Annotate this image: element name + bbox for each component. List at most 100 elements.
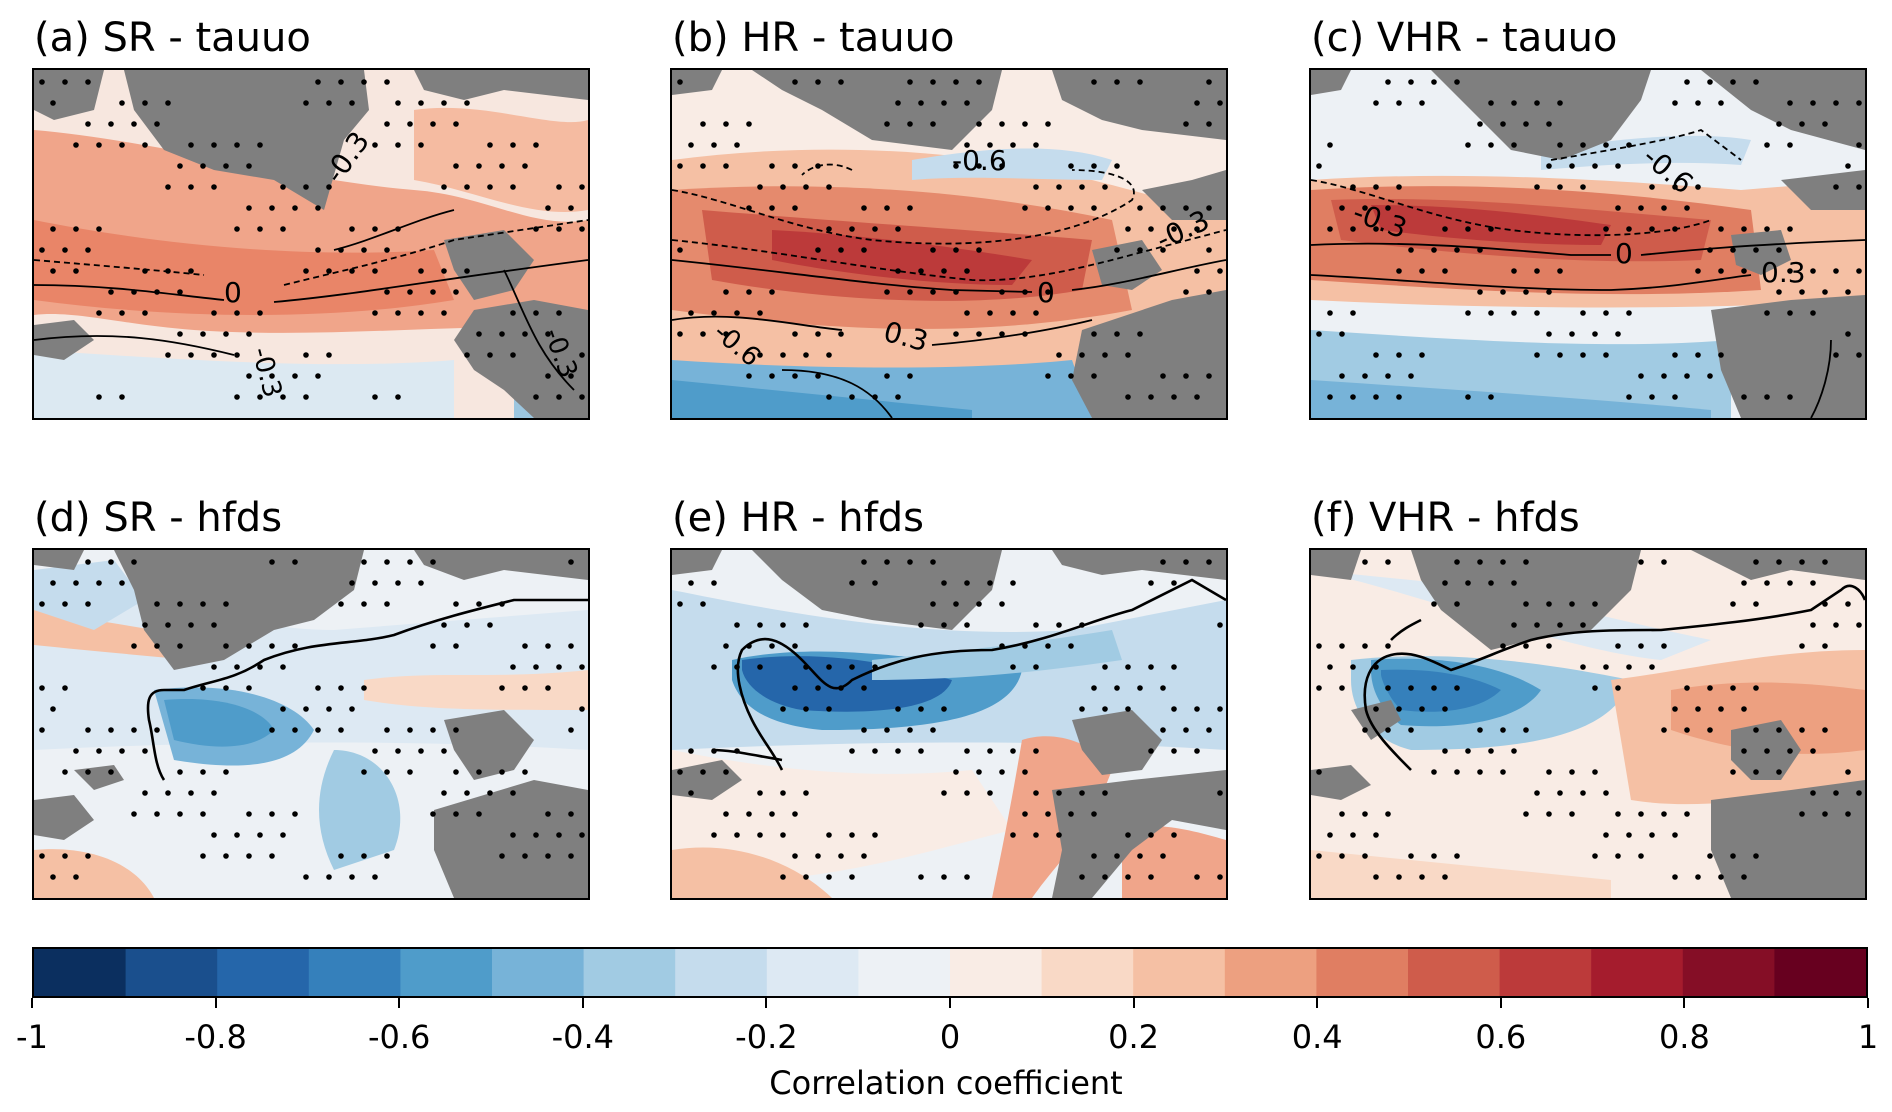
significance-dot: [1615, 853, 1621, 859]
significance-dot: [384, 727, 390, 733]
significance-dot: [1500, 559, 1506, 565]
significance-dot: [246, 373, 252, 379]
significance-dot: [522, 685, 528, 691]
significance-dot: [234, 394, 240, 400]
significance-dot: [792, 205, 798, 211]
significance-dot: [165, 100, 171, 106]
significance-dot: [1603, 664, 1609, 670]
significance-dot: [884, 727, 890, 733]
colorbar-tick-mark: [581, 998, 584, 1008]
significance-dot: [556, 832, 562, 838]
significance-dot: [1350, 394, 1356, 400]
significance-dot: [1810, 310, 1816, 316]
significance-dot: [257, 226, 263, 232]
colorbar-tick-mark: [1499, 998, 1502, 1008]
significance-dot: [211, 790, 217, 796]
significance-dot: [510, 664, 516, 670]
significance-dot: [1822, 121, 1828, 127]
significance-dot: [1010, 142, 1016, 148]
significance-dot: [1799, 289, 1805, 295]
significance-dot: [188, 184, 194, 190]
significance-dot: [211, 142, 217, 148]
significance-dot: [769, 289, 775, 295]
significance-dot: [1799, 727, 1805, 733]
significance-dot: [1661, 811, 1667, 817]
significance-dot: [39, 853, 45, 859]
significance-dot: [1206, 247, 1212, 253]
significance-dot: [1160, 373, 1166, 379]
significance-dot: [280, 394, 286, 400]
significance-dot: [941, 622, 947, 628]
significance-dot: [1339, 685, 1345, 691]
significance-dot: [73, 268, 79, 274]
colorbar-tick-label: 0.2: [1108, 1018, 1160, 1056]
significance-dot: [1068, 205, 1074, 211]
significance-dot: [1217, 706, 1223, 712]
significance-dot: [838, 79, 844, 85]
significance-dot: [1114, 853, 1120, 859]
significance-dot: [1183, 289, 1189, 295]
significance-dot: [1569, 601, 1575, 607]
map-panel-f: [1309, 548, 1867, 900]
significance-dot: [108, 121, 114, 127]
significance-dot: [326, 706, 332, 712]
significance-dot: [154, 643, 160, 649]
significance-dot: [1845, 769, 1851, 775]
significance-dot: [119, 748, 125, 754]
significance-dot: [476, 163, 482, 169]
significance-dot: [326, 874, 332, 880]
significance-dot: [1362, 205, 1368, 211]
significance-dot: [430, 643, 436, 649]
significance-dot: [964, 622, 970, 628]
significance-dot: [579, 706, 585, 712]
significance-dot: [1799, 811, 1805, 817]
significance-dot: [165, 184, 171, 190]
significance-dot: [1419, 874, 1425, 880]
significance-dot: [211, 352, 217, 358]
significance-dot: [1396, 268, 1402, 274]
colorbar-tick-mark: [1867, 998, 1869, 1008]
significance-dot: [1148, 226, 1154, 232]
significance-dot: [1091, 853, 1097, 859]
map-panel-c: -0.6 -0.3 0 0.3: [1309, 68, 1867, 420]
significance-dot: [1684, 727, 1690, 733]
significance-dot: [849, 874, 855, 880]
significance-dot: [1534, 268, 1540, 274]
significance-dot: [780, 874, 786, 880]
significance-dot: [1454, 601, 1460, 607]
significance-dot: [1033, 142, 1039, 148]
significance-dot: [453, 121, 459, 127]
significance-dot: [533, 394, 539, 400]
significance-dot: [1649, 394, 1655, 400]
significance-dot: [39, 727, 45, 733]
significance-dot: [384, 79, 390, 85]
significance-dot: [1454, 853, 1460, 859]
significance-dot: [757, 310, 763, 316]
significance-dot: [1160, 205, 1166, 211]
significance-dot: [1022, 121, 1028, 127]
significance-dot: [987, 748, 993, 754]
significance-dot: [1856, 184, 1862, 190]
colorbar-label: Correlation coefficient: [769, 1064, 1123, 1102]
significance-dot: [1534, 310, 1540, 316]
significance-dot: [780, 622, 786, 628]
significance-dot: [1217, 622, 1223, 628]
significance-dot: [1546, 811, 1552, 817]
panel-title-c: (c) VHR - tauuo: [1311, 15, 1618, 61]
significance-dot: [1477, 769, 1483, 775]
significance-dot: [96, 580, 102, 586]
colorbar-tick-label: -0.8: [184, 1018, 247, 1056]
significance-dot: [1408, 247, 1414, 253]
significance-dot: [1477, 559, 1483, 565]
significance-dot: [711, 142, 717, 148]
significance-dot: [1327, 394, 1333, 400]
significance-dot: [1327, 226, 1333, 232]
significance-dot: [1856, 142, 1862, 148]
significance-dot: [1091, 331, 1097, 337]
colorbar-tick-label: -0.2: [735, 1018, 798, 1056]
significance-dot: [1442, 580, 1448, 586]
significance-dot: [1033, 664, 1039, 670]
significance-dot: [1695, 352, 1701, 358]
significance-dot: [792, 373, 798, 379]
significance-dot: [1396, 352, 1402, 358]
